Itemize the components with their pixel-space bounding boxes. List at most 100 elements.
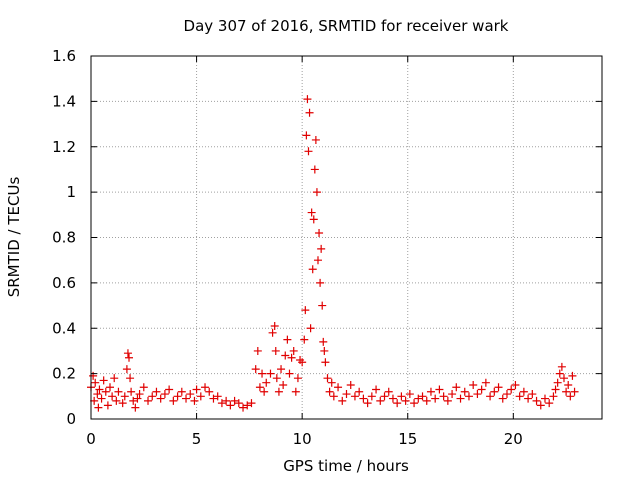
data-point [101,387,110,396]
data-point [89,371,98,380]
y-tick-label: 1.6 [52,47,76,65]
y-tick-label: 1.2 [52,138,76,156]
data-point [118,399,127,408]
data-point [262,378,271,387]
data-point [99,376,108,385]
data-point [320,346,329,355]
data-point [186,390,195,399]
data-point [460,387,469,396]
data-point [553,378,562,387]
data-point [306,324,315,333]
data-point [568,371,577,380]
data-point [456,394,465,403]
data-point [253,346,262,355]
data-point [519,387,528,396]
data-point [469,380,478,389]
data-point [243,401,252,410]
data-point [190,396,199,405]
data-point [316,278,325,287]
data-point [201,383,210,392]
data-point [566,392,575,401]
data-point [507,385,516,394]
data-point [312,188,321,197]
data-point [277,365,286,374]
data-point [327,378,336,387]
data-point [321,358,330,367]
data-point [355,387,364,396]
data-point [268,328,277,337]
data-point [304,147,313,156]
data-point [209,394,218,403]
data-point [372,385,381,394]
data-point [123,349,132,358]
y-tick-label: 0.6 [52,274,76,292]
x-tick-label: 20 [504,430,523,448]
data-point [524,394,533,403]
data-point [443,396,452,405]
data-point [367,392,376,401]
data-point [120,392,129,401]
data-point [196,392,205,401]
x-axis: 0 5 10 15 20 [86,56,523,448]
data-point [562,387,571,396]
data-point [103,401,112,410]
data-point [258,369,267,378]
data-point [213,392,222,401]
data-point [323,374,332,383]
data-point [473,390,482,399]
data-point [152,387,161,396]
data-point [95,385,104,394]
data-point [393,399,402,408]
data-point [97,394,106,403]
data-point [279,380,288,389]
data-point [494,383,503,392]
x-tick-label: 5 [192,430,202,448]
data-point [397,392,406,401]
data-point [300,335,309,344]
data-point [334,383,343,392]
data-point [325,387,334,396]
data-point [559,374,568,383]
y-tick-label: 0.4 [52,319,76,337]
data-point [317,244,326,253]
data-point [274,387,283,396]
data-point [287,353,296,362]
y-tick-label: 0 [66,410,76,428]
data-point [90,396,99,405]
data-point [557,362,566,371]
data-point [305,108,314,117]
data-point [251,365,260,374]
data-point [405,390,414,399]
data-point [439,392,448,401]
data-point [303,95,312,104]
data-point [536,401,545,410]
data-point [384,387,393,396]
data-point [301,306,310,315]
data-point [422,396,431,405]
data-point [283,335,292,344]
data-point [338,396,347,405]
data-point [271,346,280,355]
data-point [93,390,102,399]
data-point [350,392,359,401]
data-point [564,380,573,389]
data-point [414,394,423,403]
x-tick-label: 10 [293,430,312,448]
data-point [234,399,243,408]
data-point [260,387,269,396]
data-point [528,390,537,399]
data-point [540,394,549,403]
data-point [426,387,435,396]
data-point [388,394,397,403]
y-tick-label: 0.2 [52,365,76,383]
chart-title: Day 307 of 2016, SRMTID for receiver war… [184,17,509,35]
data-point [359,394,368,403]
x-axis-label: GPS time / hours [283,457,409,475]
data-point [177,387,186,396]
data-point [148,392,157,401]
data-point [570,387,579,396]
data-point [551,385,560,394]
data-point [160,390,169,399]
data-point [108,392,117,401]
